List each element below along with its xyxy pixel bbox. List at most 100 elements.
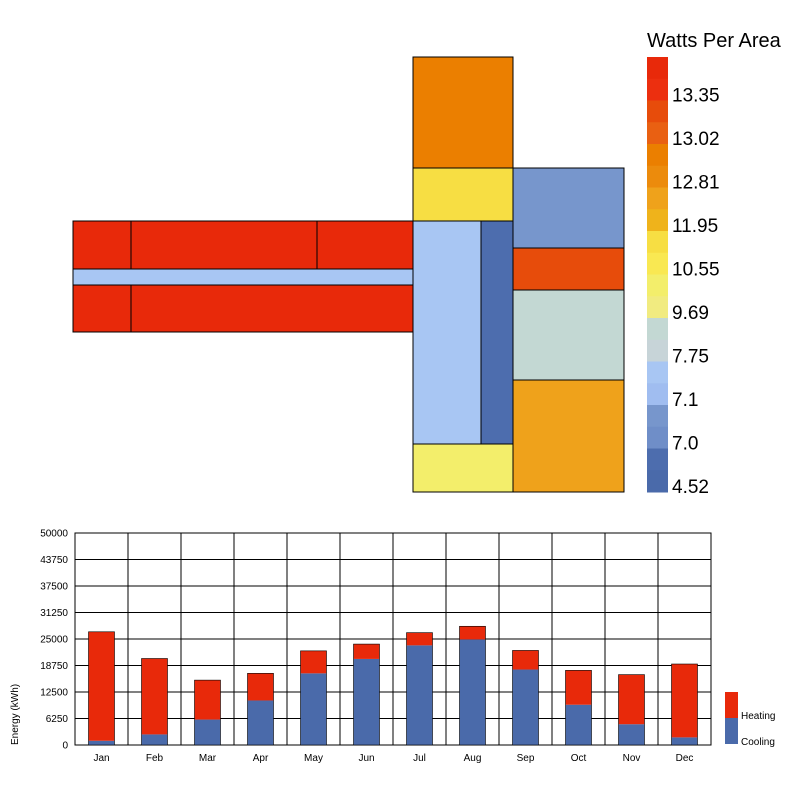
bar-outline: [247, 673, 274, 746]
bar-outline: [353, 643, 380, 746]
x-tick-label: Oct: [571, 753, 587, 764]
zone-north-yellow: [412, 167, 514, 222]
bar-cooling: [406, 645, 433, 745]
zone-west-4: [72, 284, 132, 333]
legend-label-heating: Heating: [741, 711, 775, 722]
y-tick-label: 25000: [40, 635, 68, 646]
bar-heating: [88, 631, 115, 741]
y-tick-label: 6250: [46, 714, 69, 725]
zone-map: [72, 56, 625, 493]
legend-swatch: [647, 361, 668, 384]
legend-swatch: [647, 296, 668, 319]
color-legend: 13.35 13.02 12.81 11.95 10.55 9.69 7.75 7.1 7.0 4…: [647, 57, 720, 498]
legend-value-label: 9.69: [672, 303, 709, 324]
legend-value-label: 7.1: [672, 390, 698, 411]
bar-heating: [459, 626, 486, 640]
bar-heating: [512, 650, 539, 670]
y-axis-label: Energy (kWh): [10, 684, 21, 745]
legend-swatch: [647, 252, 668, 275]
bar-outline: [141, 658, 168, 746]
legend-swatch: [647, 383, 668, 406]
legend-swatch: [647, 405, 668, 428]
zone-center-dark: [480, 220, 514, 445]
legend-swatch: [647, 122, 668, 145]
legend-swatch: [647, 448, 668, 471]
y-tick-label: 43750: [40, 555, 68, 566]
legend-swatch: [647, 339, 668, 362]
legend-swatch: [647, 318, 668, 341]
legend-swatch: [647, 231, 668, 254]
legend-swatch: [647, 78, 668, 101]
legend-value-label: 13.02: [672, 129, 720, 150]
bar-outline: [512, 650, 539, 746]
x-tick-label: Jan: [93, 753, 109, 764]
y-tick-label: 37500: [40, 582, 68, 593]
bar-outline: [671, 663, 698, 746]
y-tick-label: 18750: [40, 661, 68, 672]
bar-heating: [565, 670, 592, 705]
bar-outline: [406, 632, 433, 746]
zone-west-5: [130, 284, 414, 333]
bar-cooling: [565, 704, 592, 745]
zone-east-2: [512, 247, 625, 291]
bar-heating: [353, 644, 380, 659]
legend-swatch: [647, 57, 668, 80]
bar-heating: [141, 658, 168, 735]
bar-outline: [194, 679, 221, 746]
zone-center-light: [412, 220, 482, 445]
bar-outline: [618, 674, 645, 746]
zone-west-1: [72, 220, 132, 270]
legend-swatch: [647, 165, 668, 188]
legend-swatch-heating: [725, 692, 738, 718]
legend-value-label: 11.95: [672, 216, 718, 237]
bar-cooling: [247, 700, 274, 745]
x-tick-label: Jul: [413, 753, 426, 764]
y-tick-label: 12500: [40, 688, 68, 699]
zone-south-yellow: [412, 443, 514, 493]
legend-value-label: 12.81: [672, 173, 720, 194]
bar-outline: [88, 631, 115, 746]
bar-heating: [300, 650, 327, 674]
x-tick-label: Mar: [199, 753, 217, 764]
bar-cooling: [141, 734, 168, 745]
x-tick-label: Jun: [358, 753, 374, 764]
legend-swatch: [647, 100, 668, 123]
zone-west-2: [130, 220, 318, 270]
legend-swatch: [647, 426, 668, 449]
legend-swatch: [647, 274, 668, 297]
bar-cooling: [300, 673, 327, 745]
legend-swatch: [647, 470, 668, 493]
bar-cooling: [353, 658, 380, 745]
x-tick-label: Aug: [464, 753, 482, 764]
bar-cooling: [194, 719, 221, 745]
floorplan-heatmap: Watts Per Area 13.35 13.02 12.81 11.95 10.55…: [72, 30, 782, 498]
legend-swatch-cooling: [725, 718, 738, 744]
bar-outline: [565, 670, 592, 746]
legend-title: Watts Per Area: [647, 30, 782, 52]
bar-outline: [459, 625, 486, 746]
legend-swatch: [647, 187, 668, 210]
x-tick-label: May: [304, 753, 323, 764]
legend-value-label: 7.0: [672, 434, 698, 455]
bar-heating: [618, 674, 645, 725]
zone-east-4: [512, 379, 625, 493]
y-tick-label: 0: [62, 741, 68, 752]
bar-cooling: [618, 724, 645, 745]
chart-legend: Heating Cooling: [725, 692, 775, 748]
bar-heating: [671, 664, 698, 738]
bar-cooling: [88, 740, 115, 745]
legend-value-label: 10.55: [672, 260, 720, 281]
bar-cooling: [671, 737, 698, 745]
x-tick-label: Sep: [517, 753, 535, 764]
bar-heating: [406, 632, 433, 646]
bar-heating: [247, 673, 274, 701]
legend-value-label: 13.35: [672, 86, 720, 107]
y-tick-label: 31250: [40, 608, 68, 619]
legend-swatch: [647, 209, 668, 232]
bar-heating: [194, 680, 221, 720]
zone-west-3: [316, 220, 414, 270]
x-tick-label: Dec: [676, 753, 694, 764]
legend-value-label: 4.52: [672, 477, 709, 498]
bar-outline: [300, 650, 327, 746]
